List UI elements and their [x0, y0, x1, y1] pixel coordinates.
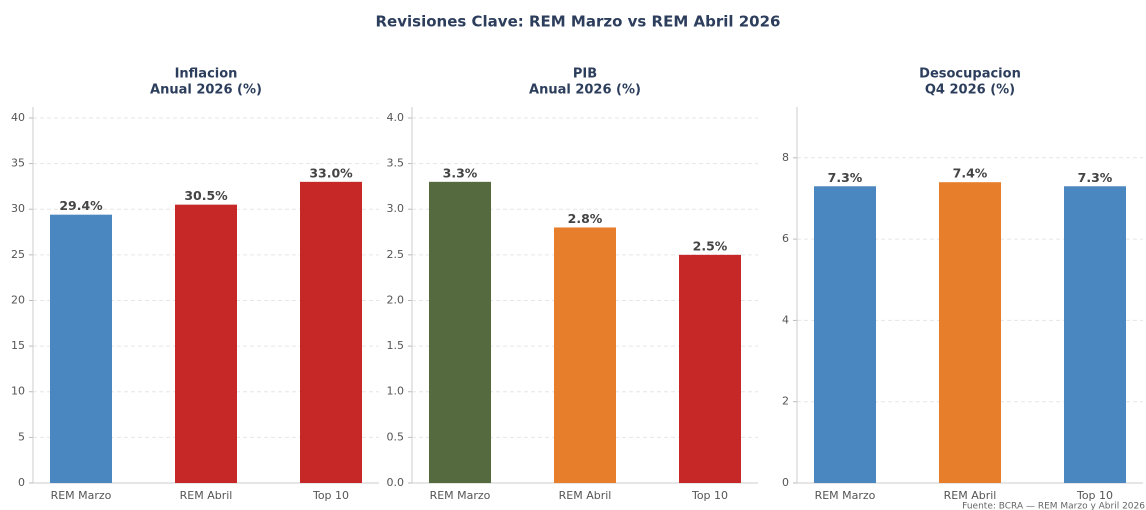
value-label: 3.3%	[443, 165, 478, 180]
value-label: 33.0%	[309, 165, 353, 180]
y-tick-label: 0	[18, 476, 25, 489]
y-tick-label: 1.5	[387, 339, 405, 352]
bar	[50, 214, 112, 483]
panel-title: Anual 2026 (%)	[150, 83, 262, 98]
y-tick-label: 35	[11, 157, 25, 170]
value-label: 29.4%	[59, 198, 103, 213]
y-tick-label: 5	[18, 430, 25, 443]
y-tick-label: 8	[782, 151, 789, 164]
panel-title: Desocupacion	[919, 67, 1021, 82]
panel-title: Inflacion	[175, 67, 238, 82]
y-tick-label: 15	[11, 339, 25, 352]
bar	[300, 181, 362, 483]
y-tick-label: 40	[11, 111, 25, 124]
y-tick-label: 2	[782, 395, 789, 408]
x-tick-label: Top 10	[312, 489, 349, 502]
panel-title: Q4 2026 (%)	[925, 83, 1015, 98]
x-tick-label: REM Marzo	[430, 489, 491, 502]
y-tick-label: 3.0	[387, 202, 405, 215]
bar	[939, 182, 1001, 483]
panel-title: Anual 2026 (%)	[529, 83, 641, 98]
y-tick-label: 2.0	[387, 293, 405, 306]
bar	[814, 186, 876, 483]
y-tick-label: 2.5	[387, 248, 405, 261]
y-tick-label: 0.5	[387, 430, 405, 443]
y-tick-label: 20	[11, 293, 25, 306]
x-tick-label: Top 10	[691, 489, 728, 502]
value-label: 30.5%	[184, 188, 228, 203]
y-tick-label: 1.0	[387, 385, 405, 398]
y-tick-label: 4.0	[387, 111, 405, 124]
bar	[554, 227, 616, 483]
x-tick-label: Top 10	[1076, 489, 1113, 502]
y-tick-label: 3.5	[387, 157, 405, 170]
y-tick-label: 25	[11, 248, 25, 261]
bar	[175, 204, 237, 483]
value-label: 7.3%	[1078, 170, 1113, 185]
value-label: 2.5%	[693, 238, 728, 253]
x-tick-label: REM Abril	[180, 489, 233, 502]
panel-title: PIB	[573, 67, 597, 82]
y-tick-label: 6	[782, 232, 789, 245]
x-tick-label: REM Marzo	[815, 489, 876, 502]
y-tick-label: 0.0	[387, 476, 405, 489]
y-tick-label: 10	[11, 385, 25, 398]
value-label: 7.3%	[828, 170, 863, 185]
x-tick-label: REM Abril	[559, 489, 612, 502]
value-label: 2.8%	[568, 211, 603, 226]
figure-title: Revisiones Clave: REM Marzo vs REM Abril…	[376, 13, 781, 31]
bar	[1064, 186, 1126, 483]
y-tick-label: 30	[11, 202, 25, 215]
bar	[429, 181, 491, 483]
bar	[679, 254, 741, 483]
footnote: Fuente: BCRA — REM Marzo y Abril 2026	[962, 502, 1145, 510]
y-tick-label: 4	[782, 313, 789, 326]
y-tick-label: 0	[782, 476, 789, 489]
x-tick-label: REM Marzo	[51, 489, 112, 502]
value-label: 7.4%	[953, 166, 988, 181]
x-tick-label: REM Abril	[944, 489, 997, 502]
